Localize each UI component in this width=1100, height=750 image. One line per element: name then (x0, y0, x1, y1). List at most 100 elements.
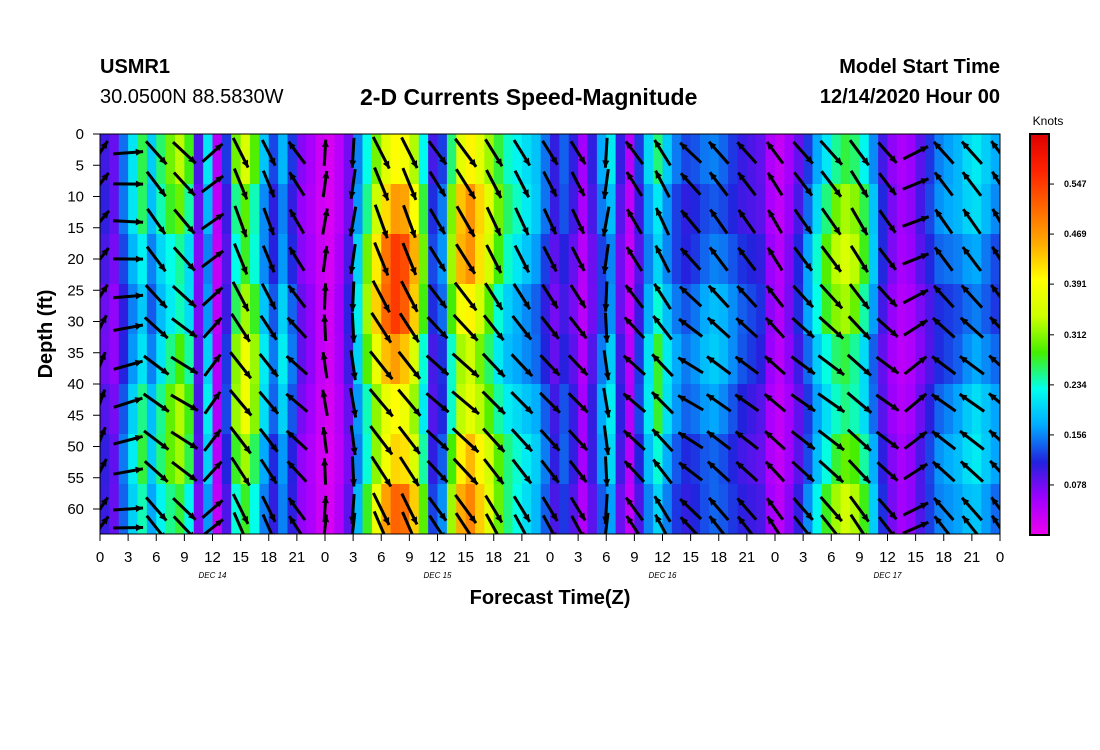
current-arrow (850, 207, 869, 236)
current-arrow (321, 495, 329, 523)
current-arrow (705, 393, 732, 413)
heatmap-cell (925, 134, 935, 185)
current-arrow (348, 243, 357, 275)
heatmap-cell (728, 384, 739, 435)
heatmap-cell (850, 484, 860, 534)
current-arrow (113, 434, 143, 446)
heatmap-cell (259, 134, 270, 185)
current-arrow (231, 137, 250, 169)
heatmap-cell (915, 234, 926, 285)
heatmap-cell (878, 134, 889, 185)
current-arrow (321, 314, 329, 341)
heatmap-cell (840, 184, 851, 235)
current-arrow (510, 353, 534, 378)
heatmap-cell (737, 134, 748, 185)
heatmap-cell (840, 284, 851, 335)
colorbar-tick-label: 0.078 (1064, 480, 1087, 490)
current-arrow (876, 317, 899, 339)
current-arrow (541, 140, 559, 166)
heatmap-cell (165, 384, 176, 435)
current-arrow (902, 145, 929, 161)
heatmap-cell (690, 434, 701, 485)
heatmap-cell (596, 384, 607, 435)
heatmap-cell (212, 184, 223, 235)
heatmap-cell (859, 284, 870, 335)
heatmap-cell (400, 134, 410, 185)
heatmap-cell (540, 234, 551, 285)
current-arrow (708, 171, 729, 197)
heatmap-cell (456, 384, 467, 435)
heatmap-cell (315, 434, 326, 485)
heatmap-cell (296, 334, 307, 385)
heatmap-cell (981, 284, 992, 335)
current-arrow (371, 136, 391, 170)
heatmap-cell (278, 234, 289, 285)
heatmap-cell (503, 184, 514, 235)
heatmap-cell (793, 284, 804, 335)
heatmap-cell (578, 184, 589, 235)
current-arrow (373, 204, 389, 239)
heatmap-cell (662, 184, 673, 235)
heatmap-cell (568, 134, 579, 185)
heatmap-cell (990, 284, 1000, 335)
current-arrow (485, 244, 503, 274)
current-arrow (679, 497, 703, 521)
heatmap-cell (559, 184, 570, 235)
heatmap-cell (568, 234, 579, 285)
heatmap-cell (896, 284, 907, 335)
y-tick-label: 45 (67, 407, 84, 424)
current-arrow (568, 459, 588, 484)
heatmap-cell (231, 234, 242, 285)
current-arrow (820, 207, 842, 236)
heatmap-cell (175, 334, 185, 385)
heatmap-cell (793, 334, 804, 385)
heatmap-cell (653, 434, 664, 485)
heatmap-cell (803, 284, 814, 335)
current-arrow (369, 425, 394, 456)
heatmap-cell (934, 334, 945, 385)
x-axis-label: Forecast Time(Z) (470, 587, 631, 609)
heatmap-cell (634, 384, 645, 435)
heatmap-cell (390, 184, 401, 235)
current-arrow (261, 170, 276, 198)
heatmap-cell (465, 184, 476, 235)
current-arrow (373, 241, 390, 277)
current-arrow (623, 316, 646, 340)
current-arrow (481, 390, 506, 415)
x-tick-label: 18 (710, 549, 727, 566)
current-arrow (229, 426, 252, 455)
heatmap-cell (268, 234, 279, 285)
current-arrow (990, 140, 1000, 156)
heatmap-cell (943, 484, 954, 534)
heatmap-cell (334, 334, 345, 385)
heatmap-cell (475, 184, 485, 235)
colorbar-tick-label: 0.469 (1064, 229, 1087, 239)
current-arrow (100, 171, 110, 187)
current-arrow (846, 428, 872, 452)
heatmap-cell (634, 234, 645, 285)
current-arrow (170, 430, 199, 450)
heatmap-cell (634, 484, 645, 534)
current-arrow (817, 354, 846, 377)
current-arrow (679, 247, 702, 271)
heatmap-cell (840, 434, 851, 485)
heatmap-cell (990, 384, 1000, 435)
current-arrow (624, 284, 645, 309)
heatmap-cell (437, 484, 448, 534)
current-arrow (113, 255, 144, 263)
heatmap-cell (746, 484, 757, 534)
current-arrow (931, 355, 957, 376)
heatmap-cell (868, 334, 879, 385)
heatmap-cell (615, 234, 626, 285)
x-tick-label: 6 (152, 549, 160, 566)
heatmap-cell (456, 184, 467, 235)
current-arrow (625, 171, 644, 197)
current-arrow (539, 428, 561, 452)
current-arrow (100, 496, 110, 512)
current-arrow (100, 209, 111, 224)
current-arrow (350, 456, 357, 487)
heatmap-cell (240, 134, 251, 185)
heatmap-cell (784, 234, 795, 285)
heatmap-cell (643, 334, 654, 385)
heatmap-cell (737, 284, 748, 335)
